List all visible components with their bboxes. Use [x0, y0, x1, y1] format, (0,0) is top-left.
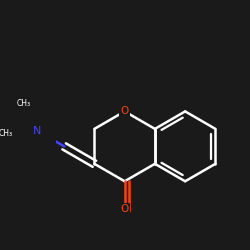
Text: CH₃: CH₃	[0, 129, 13, 138]
Text: O: O	[120, 106, 129, 117]
Text: CH₃: CH₃	[16, 99, 30, 108]
Text: O: O	[120, 204, 129, 214]
Text: N: N	[33, 126, 41, 136]
